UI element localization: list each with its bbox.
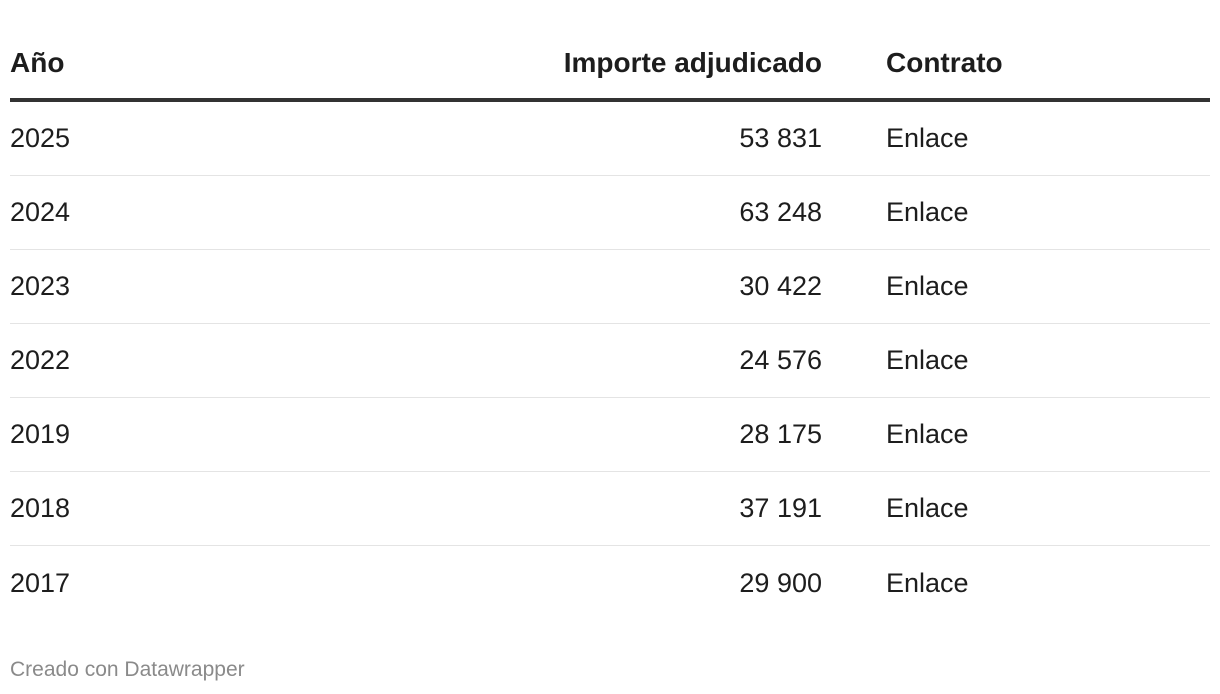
amount-cell: 29 900 (739, 567, 822, 598)
table-row: 2025 53 831 Enlace (10, 102, 1210, 176)
table-row: 2024 63 248 Enlace (10, 176, 1210, 250)
footer-credit: Creado con Datawrapper (10, 658, 245, 681)
contract-link[interactable]: Enlace (886, 345, 969, 375)
amount-cell: 30 422 (739, 271, 822, 301)
year-cell: 2017 (10, 567, 71, 598)
header-cell: Contrato (886, 47, 1003, 78)
year-cell: 2025 (10, 123, 71, 153)
table-row: 2018 37 191 Enlace (10, 472, 1210, 546)
contract-link[interactable]: Enlace (886, 271, 969, 301)
year-cell: 2018 (10, 493, 71, 523)
contract-link[interactable]: Enlace (886, 419, 969, 449)
contract-link[interactable]: Enlace (886, 493, 969, 523)
contract-link[interactable]: Enlace (886, 123, 969, 153)
amount-cell: 24 576 (739, 345, 822, 375)
header-cell: Año (10, 47, 65, 78)
year-cell: 2023 (10, 271, 71, 301)
table-row: 2017 29 900 Enlace (10, 546, 1210, 620)
year-cell: 2024 (10, 197, 71, 227)
contract-link[interactable]: Enlace (886, 567, 969, 598)
header-row: Año Importe adjudicado Contrato (10, 28, 1210, 102)
table-row: 2022 24 576 Enlace (10, 324, 1210, 398)
header-cell: Importe adjudicado (563, 47, 822, 78)
amount-cell: 37 191 (739, 493, 822, 523)
year-cell: 2022 (10, 345, 71, 375)
amount-cell: 63 248 (739, 197, 822, 227)
table: Año Importe adjudicado Contrato 2025 53 831 E… (10, 28, 1210, 620)
table-row: 2019 28 175 Enlace (10, 398, 1210, 472)
amount-cell: 53 831 (739, 123, 822, 153)
table-row: 2023 30 422 Enlace (10, 250, 1210, 324)
contract-link[interactable]: Enlace (886, 197, 969, 227)
amount-cell: 28 175 (739, 419, 822, 449)
year-cell: 2019 (10, 419, 71, 449)
